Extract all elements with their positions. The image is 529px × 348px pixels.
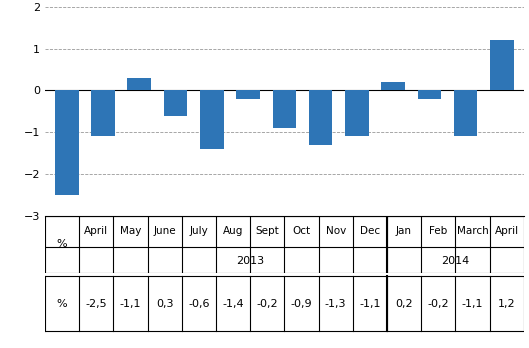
- Text: -0,6: -0,6: [188, 299, 209, 309]
- Bar: [417, 90, 441, 99]
- Text: -0,2: -0,2: [427, 299, 449, 309]
- Text: -1,1: -1,1: [462, 299, 483, 309]
- Text: %: %: [57, 239, 67, 250]
- Text: 1,2: 1,2: [498, 299, 515, 309]
- Bar: [200, 90, 224, 149]
- Text: May: May: [120, 226, 141, 236]
- Bar: [127, 78, 151, 90]
- Text: 2013: 2013: [236, 255, 264, 266]
- Text: -1,4: -1,4: [222, 299, 244, 309]
- Bar: [164, 90, 187, 116]
- Bar: [345, 90, 369, 136]
- Text: %: %: [57, 299, 67, 309]
- Text: -0,2: -0,2: [257, 299, 278, 309]
- Text: Aug: Aug: [223, 226, 243, 236]
- Text: -0,9: -0,9: [290, 299, 312, 309]
- Bar: [490, 40, 514, 90]
- Text: Dec: Dec: [360, 226, 380, 236]
- Bar: [91, 90, 115, 136]
- Text: April: April: [84, 226, 108, 236]
- Text: April: April: [495, 226, 518, 236]
- Text: Jan: Jan: [396, 226, 412, 236]
- Bar: [55, 90, 78, 195]
- Text: -1,1: -1,1: [120, 299, 141, 309]
- Text: Sept: Sept: [256, 226, 279, 236]
- Text: 0,3: 0,3: [156, 299, 174, 309]
- Text: Oct: Oct: [293, 226, 311, 236]
- Text: -1,3: -1,3: [325, 299, 346, 309]
- Bar: [236, 90, 260, 99]
- Text: June: June: [153, 226, 176, 236]
- Text: 0,2: 0,2: [395, 299, 413, 309]
- Text: July: July: [189, 226, 208, 236]
- Bar: [381, 82, 405, 90]
- Text: March: March: [457, 226, 488, 236]
- Text: Nov: Nov: [325, 226, 346, 236]
- Text: -2,5: -2,5: [86, 299, 107, 309]
- Text: -1,1: -1,1: [359, 299, 380, 309]
- Bar: [309, 90, 332, 145]
- Bar: [454, 90, 478, 136]
- Text: 2014: 2014: [441, 255, 469, 266]
- Text: Feb: Feb: [429, 226, 448, 236]
- Bar: [272, 90, 296, 128]
